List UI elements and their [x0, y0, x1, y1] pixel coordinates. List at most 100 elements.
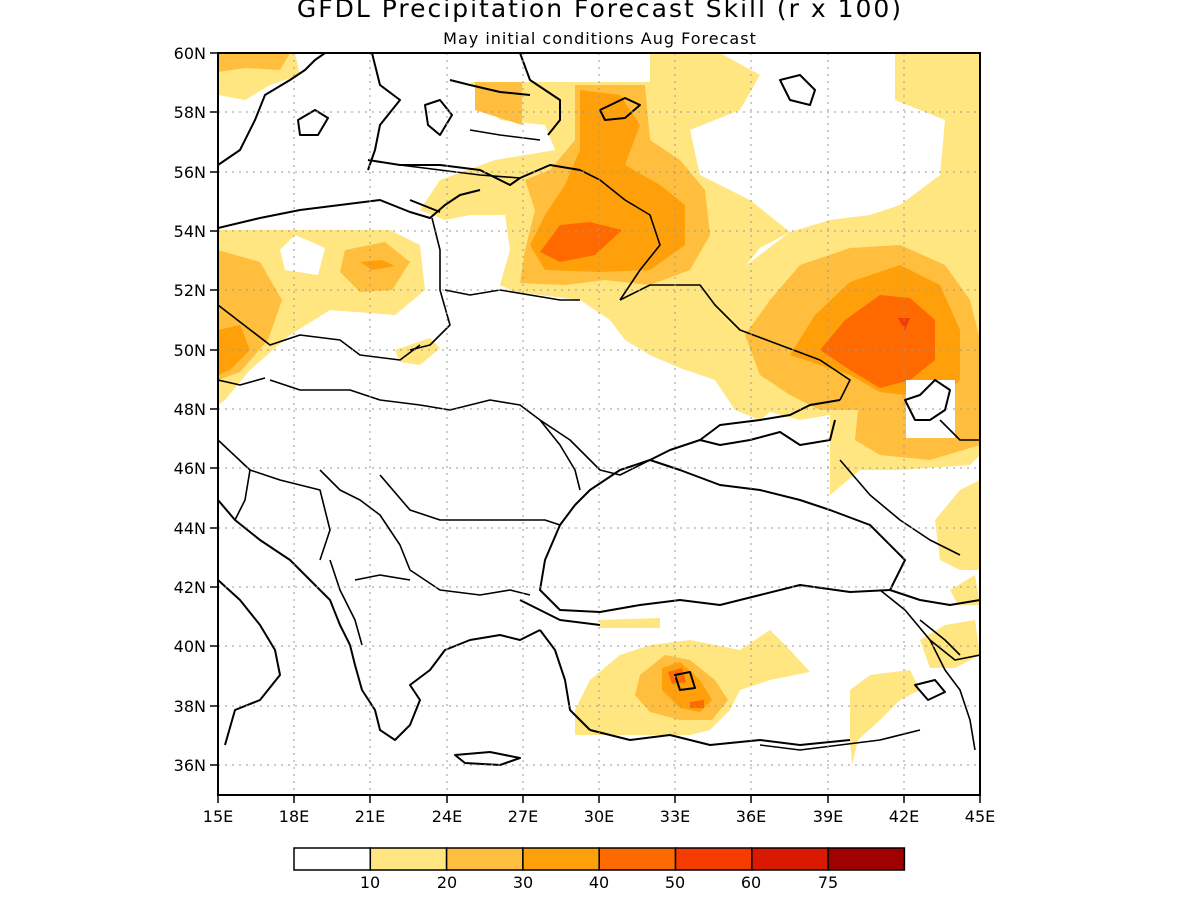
country-borders — [218, 129, 980, 751]
coast-kaliningrad — [409, 199, 441, 213]
lat-tick-label: 38N — [174, 697, 206, 716]
map-grid — [218, 53, 980, 795]
lon-tick-label: 15E — [203, 807, 233, 826]
lon-tick-label: 39E — [813, 807, 843, 826]
border-macedonia — [354, 574, 411, 581]
lon-tick-labels: 15E 18E 21E 24E 27E 30E 33E 36E 39E 42E … — [203, 807, 995, 826]
border-bulgaria-greece — [409, 569, 531, 596]
border-bosnia — [249, 469, 331, 561]
colorbar: 10 20 30 40 50 60 75 — [293, 847, 906, 892]
skill-region-east-edge — [950, 575, 980, 605]
lon-tick-label: 42E — [889, 807, 919, 826]
border-austria — [218, 377, 266, 386]
skill-region-poland-hole — [280, 235, 325, 275]
colorbar-label: 40 — [589, 873, 609, 892]
lon-tick-label: 33E — [660, 807, 690, 826]
coast-caucasus — [889, 589, 980, 606]
skill-region-caucasus — [935, 480, 980, 570]
lat-tick-label: 46N — [174, 459, 206, 478]
border-latvia-lithuania — [399, 164, 521, 179]
colorbar-swatch — [598, 847, 677, 871]
island-saaremaa — [297, 109, 329, 136]
skill-region-ukraine — [610, 300, 770, 420]
map-title: GFDL Precipitation Forecast Skill (r x 1… — [296, 0, 904, 23]
coastlines-borders — [218, 53, 980, 766]
border-croatia — [218, 439, 251, 521]
coast-baltic-south — [218, 189, 481, 229]
colorbar-label: 60 — [741, 873, 761, 892]
skill-region-turkey-north — [600, 618, 660, 628]
lake-tuz — [674, 671, 696, 691]
island-gotland — [424, 99, 453, 136]
border-albania-macedonia — [329, 559, 363, 646]
skill-region-iran — [850, 670, 920, 765]
skill-shading — [218, 53, 980, 765]
border-turkey-iran — [929, 639, 976, 751]
coast-caspian — [904, 379, 951, 421]
border-romania-bulgaria — [379, 474, 561, 526]
lake-onega — [779, 74, 816, 106]
colorbar-label: 30 — [513, 873, 533, 892]
coast-finland — [519, 53, 561, 136]
lat-tick-label: 52N — [174, 281, 206, 300]
lat-tick-label: 40N — [174, 637, 206, 656]
border-germany-poland — [409, 217, 451, 351]
lon-tick-label: 24E — [432, 807, 462, 826]
border-armenia-azerbaijan — [919, 619, 961, 656]
coast-azov — [699, 399, 841, 441]
lat-tick-label: 50N — [174, 341, 206, 360]
colorbar-swatch — [445, 847, 524, 871]
coast-norway-sweden — [218, 53, 326, 166]
lat-tick-label: 42N — [174, 578, 206, 597]
colorbar-swatch — [827, 847, 906, 871]
border-slovakia-hungary — [269, 379, 421, 406]
colorbar-swatch — [369, 847, 448, 871]
skill-region-belarus-50 — [540, 222, 622, 262]
colorbar-swatch — [522, 847, 600, 871]
coast-sweden-east — [367, 53, 401, 171]
coast-crete — [454, 751, 521, 766]
coast-gulf-finland — [449, 79, 531, 96]
lat-tick-label: 56N — [174, 163, 206, 182]
lat-tick-labels: 60N 58N 56N 54N 52N 50N 48N 46N 44N 42N … — [174, 44, 206, 775]
lat-tick-label: 36N — [174, 756, 206, 775]
border-moldova — [539, 419, 581, 491]
colorbar-label: 50 — [665, 873, 685, 892]
border-czech — [218, 304, 421, 361]
lat-tick-label: 48N — [174, 400, 206, 419]
colorbar-labels: 10 20 30 40 50 60 75 — [360, 873, 838, 892]
border-hungary-romania — [419, 399, 541, 421]
border-estonia-latvia — [469, 129, 541, 141]
coast-bosporus — [519, 599, 601, 626]
colorbar-swatch — [751, 847, 829, 871]
border-serbia — [319, 469, 411, 571]
map-subtitle: May initial conditions Aug Forecast — [443, 29, 757, 48]
axis-ticks — [210, 52, 981, 803]
coast-turkey-south — [589, 729, 851, 746]
lon-tick-label: 18E — [279, 807, 309, 826]
border-russia-kazakh — [939, 419, 980, 441]
border-russia-caucasus — [839, 459, 961, 556]
skill-region-russia-60 — [898, 318, 910, 330]
lon-tick-label: 45E — [965, 807, 995, 826]
coast-baltic-states — [367, 159, 581, 186]
lat-tick-label: 60N — [174, 44, 206, 63]
colorbar-label: 10 — [360, 873, 380, 892]
coast-greece — [349, 629, 541, 741]
lake-van — [914, 679, 946, 701]
coast-aegean-east — [539, 629, 591, 731]
border-belarus-russia — [579, 169, 661, 301]
skill-region-nw-corner-core — [218, 53, 290, 72]
skill-region-turkey-50a — [668, 668, 686, 684]
coast-black-sea — [539, 459, 906, 613]
lon-tick-label: 36E — [736, 807, 766, 826]
lat-tick-label: 54N — [174, 222, 206, 241]
colorbar-label: 75 — [818, 873, 838, 892]
lon-tick-label: 30E — [584, 807, 614, 826]
lat-tick-label: 44N — [174, 519, 206, 538]
skill-region-turkey-50b — [690, 700, 704, 708]
border-romania-ukraine — [539, 419, 651, 476]
border-poland-ukraine — [444, 289, 580, 301]
lon-tick-label: 27E — [508, 807, 538, 826]
